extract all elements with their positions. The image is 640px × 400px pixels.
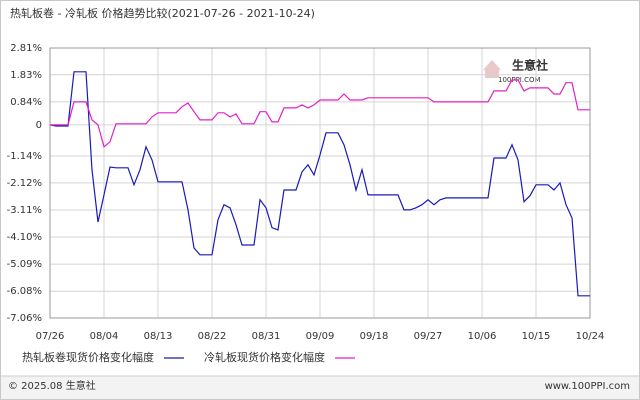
- x-tick-label: 09/09: [306, 331, 335, 342]
- y-tick-label: -1.14%: [7, 151, 42, 162]
- footer-right: www.100PPI.com: [545, 381, 630, 392]
- y-tick-label: -3.11%: [7, 205, 42, 216]
- footer-left: © 2025.08 生意社: [8, 379, 96, 392]
- legend-label: 冷轧板现货价格变化幅度: [204, 350, 325, 364]
- y-tick-label: 0: [36, 120, 42, 131]
- y-tick-label: -4.10%: [7, 232, 42, 243]
- plot-border: [49, 47, 591, 319]
- series-line: [49, 71, 590, 297]
- chart-title: 热轧板卷 - 冷轧板 价格趋势比较(2021-07-26 - 2021-10-2…: [10, 6, 315, 20]
- y-tick-label: -2.12%: [7, 178, 42, 189]
- watermark-logo: [483, 60, 501, 78]
- x-tick-label: 10/06: [468, 331, 497, 342]
- y-tick-label: -7.06%: [7, 313, 42, 324]
- y-tick-label: -6.08%: [7, 286, 42, 297]
- x-tick-label: 10/24: [576, 331, 605, 342]
- watermark: 生意社: [512, 58, 548, 73]
- x-tick-label: 08/13: [144, 331, 173, 342]
- y-tick-label: 2.81%: [10, 43, 42, 54]
- x-tick-label: 08/31: [252, 331, 281, 342]
- y-tick-label: -5.09%: [7, 259, 42, 270]
- y-tick-label: 1.83%: [10, 70, 42, 81]
- x-tick-label: 09/18: [360, 331, 389, 342]
- y-tick-label: 0.84%: [10, 97, 42, 108]
- x-tick-label: 10/15: [522, 331, 551, 342]
- watermark: 100PPI.COM: [498, 76, 541, 84]
- x-tick-label: 09/27: [414, 331, 443, 342]
- x-tick-label: 08/22: [198, 331, 227, 342]
- footer-band: [1, 376, 639, 399]
- legend-label: 热轧板卷现货价格变化幅度: [22, 350, 154, 364]
- series-line: [50, 79, 590, 148]
- x-tick-label: 08/04: [90, 331, 119, 342]
- x-tick-label: 07/26: [36, 331, 65, 342]
